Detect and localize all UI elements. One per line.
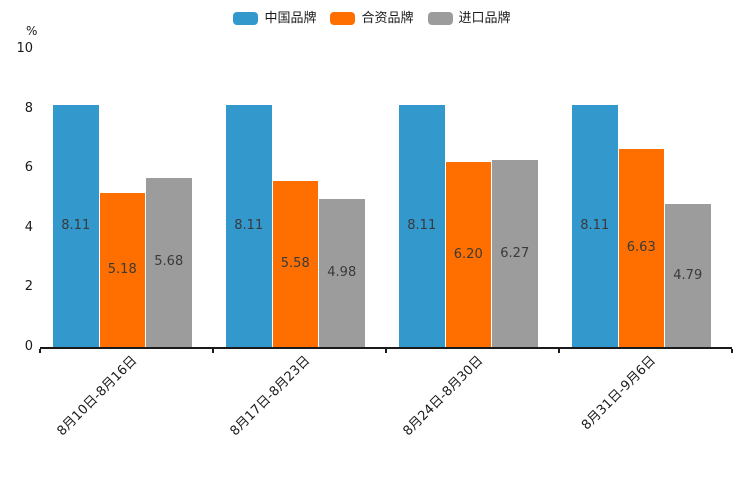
x-axis-tick [558,348,560,353]
bar-value-label: 8.11 [61,218,91,234]
bar-中国品牌-1 [53,105,99,347]
y-axis-tick-label: 6 [24,160,33,176]
bar-中国品牌-4 [572,105,618,347]
bar-value-label: 5.18 [107,261,137,277]
x-axis-tick [731,348,733,353]
x-axis-tick [212,348,214,353]
bar-value-label: 8.11 [234,218,264,234]
bar-value-label: 6.27 [500,245,530,261]
chart-legend: 中国品牌 合资品牌 进口品牌 [0,8,744,28]
legend-swatch-icon [233,11,259,25]
y-axis-unit-label: % [26,24,38,38]
legend-swatch-icon [427,11,453,25]
bar-中国品牌-2 [226,105,272,347]
bar-value-label: 5.68 [154,254,184,270]
bar-value-label: 6.20 [453,246,483,262]
legend-swatch-icon [330,11,356,25]
y-axis-tick-label: 2 [24,279,33,295]
bar-value-label: 5.58 [280,255,310,271]
y-axis-tick-label: 8 [24,100,33,116]
bar-value-label: 8.11 [407,218,437,234]
x-axis-line [40,347,732,349]
bar-进口品牌-1 [146,177,192,347]
bar-中国品牌-3 [399,105,445,347]
x-axis-tick [385,348,387,353]
bar-value-label: 4.98 [327,264,357,280]
bar-value-label: 4.79 [673,267,703,283]
x-axis-tick [39,348,41,353]
legend-label: 中国品牌 [264,10,317,26]
bar-合资品牌-1 [99,192,145,347]
bar-进口品牌-4 [665,204,711,347]
legend-label: 合资品牌 [361,10,414,26]
bar-进口品牌-3 [492,160,538,347]
legend-item-进口品牌: 进口品牌 [427,10,511,26]
x-axis-category-label: 8月10日-8月16日 [54,353,141,440]
y-axis-tick-label: 4 [24,219,33,235]
x-axis-category-label: 8月24日-8月30日 [400,353,487,440]
y-axis-tick-label: 0 [24,339,33,354]
x-axis-category-label: 8月31日-9月6日 [579,353,660,434]
bar-value-label: 8.11 [580,218,610,234]
legend-label: 进口品牌 [458,10,511,26]
y-axis-tick-label: 10 [16,41,33,56]
x-axis-category-label: 8月17日-8月23日 [227,353,314,440]
bar-合资品牌-3 [445,162,491,347]
bar-合资品牌-4 [618,149,664,347]
legend-item-合资品牌: 合资品牌 [330,10,414,26]
legend-item-中国品牌: 中国品牌 [233,10,317,26]
bar-合资品牌-2 [272,180,318,347]
bar-进口品牌-2 [319,198,365,347]
bar-value-label: 6.63 [626,240,656,256]
